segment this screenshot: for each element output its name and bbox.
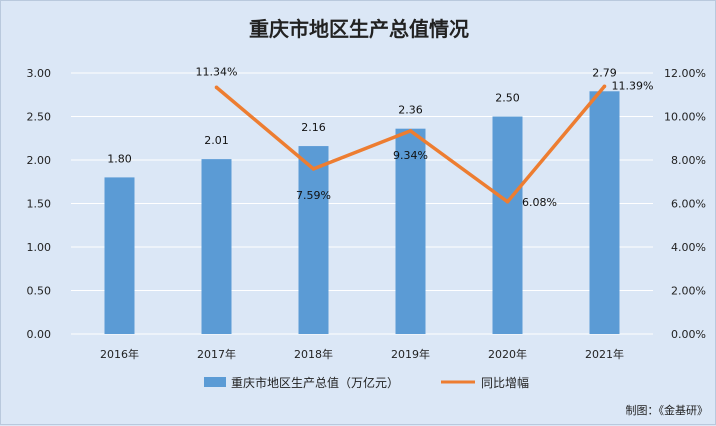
bar-series — [104, 91, 620, 335]
left-tick-label: 3.00 — [27, 67, 52, 80]
line-data-labels: 11.34% 7.59% 9.34% 6.08% 11.39% — [196, 65, 654, 208]
right-tick-label: 10.00% — [664, 111, 706, 124]
category-label: 2020年 — [488, 347, 527, 361]
bar-data-label: 2.16 — [301, 121, 326, 134]
line-data-label: 9.34% — [393, 149, 428, 162]
line-point — [408, 129, 413, 133]
bar-data-labels: 1.80 2.01 2.16 2.36 2.50 2.79 — [107, 66, 617, 165]
category-label: 2019年 — [391, 347, 430, 361]
right-tick-label: 12.00% — [664, 67, 706, 80]
right-tick-label: 8.00% — [671, 154, 706, 167]
left-tick-label: 1.00 — [27, 241, 52, 254]
bar — [589, 91, 620, 335]
right-tick-label: 0.00% — [671, 328, 706, 341]
gridlines — [71, 72, 653, 335]
bar — [201, 159, 232, 334]
credit-text: 制图：《金基研》 — [626, 403, 709, 417]
bar-data-label: 2.50 — [495, 92, 520, 105]
left-tick-label: 1.50 — [27, 198, 52, 211]
category-label: 2016年 — [100, 347, 139, 361]
left-tick-label: 2.00 — [27, 154, 52, 167]
bar — [104, 177, 135, 334]
legend-label-bar: 重庆市地区生产总值（万亿元） — [231, 375, 399, 390]
bar-data-label: 2.01 — [204, 134, 229, 147]
chart-title: 重庆市地区生产总值情况 — [249, 17, 469, 41]
line-data-label: 6.08% — [522, 196, 557, 209]
bar-data-label: 2.79 — [592, 66, 617, 79]
right-tick-label: 2.00% — [671, 285, 706, 298]
left-tick-label: 0.00 — [27, 328, 52, 341]
line-point — [214, 85, 219, 90]
category-axis-labels: 2016年 2017年 2018年 2019年 2020年 2021年 — [100, 347, 624, 361]
right-tick-label: 4.00% — [671, 241, 706, 254]
line-point — [602, 84, 607, 89]
left-tick-label: 2.50 — [27, 111, 52, 124]
line-data-label: 11.39% — [612, 79, 654, 92]
category-label: 2018年 — [294, 347, 333, 361]
right-axis-ticks: 0.00% 2.00% 4.00% 6.00% 8.00% 10.00% 12.00% — [664, 67, 706, 341]
right-tick-label: 6.00% — [671, 198, 706, 211]
left-axis-ticks: 0.00 0.50 1.00 1.50 2.00 2.50 3.00 — [27, 67, 52, 341]
line-series — [214, 84, 607, 204]
legend: 重庆市地区生产总值（万亿元） 同比增幅 — [204, 375, 529, 390]
category-label: 2021年 — [585, 347, 624, 361]
line-point — [505, 199, 510, 204]
bar — [395, 128, 426, 334]
line-data-label: 11.34% — [196, 65, 238, 78]
bar — [298, 146, 329, 334]
line-point — [311, 167, 316, 171]
bar — [492, 116, 523, 334]
legend-swatch-bar — [204, 377, 226, 387]
category-label: 2017年 — [197, 347, 236, 361]
bar-data-label: 2.36 — [398, 104, 423, 117]
left-tick-label: 0.50 — [27, 285, 52, 298]
bar-data-label: 1.80 — [107, 152, 132, 165]
line-data-label: 7.59% — [296, 189, 331, 202]
legend-label-line: 同比增幅 — [481, 375, 529, 390]
